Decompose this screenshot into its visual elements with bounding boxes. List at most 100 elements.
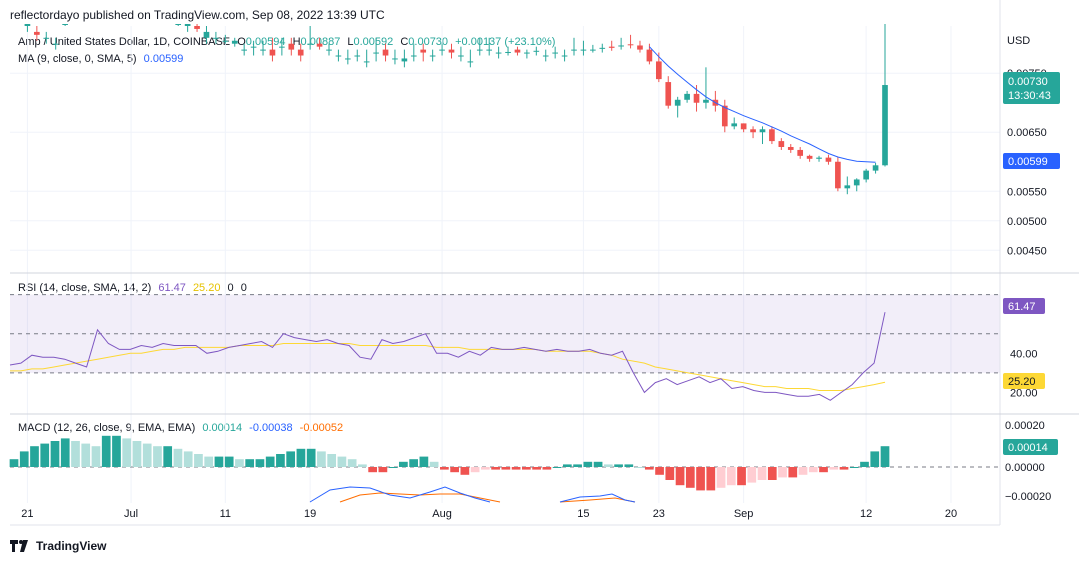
candle-body bbox=[420, 49, 427, 53]
macd-hist-bar bbox=[521, 467, 531, 470]
high-label: H bbox=[292, 36, 301, 48]
macd-hist-bar bbox=[358, 464, 367, 467]
candle-body bbox=[269, 49, 276, 56]
rsi-badge bbox=[1003, 298, 1045, 314]
macd-hist-bar bbox=[224, 456, 234, 467]
macd-hist-bar bbox=[122, 438, 132, 467]
candle-body bbox=[175, 24, 182, 25]
macd-hist-bar bbox=[30, 446, 39, 467]
candle-body bbox=[52, 43, 59, 45]
macd-hist-bar bbox=[214, 456, 224, 467]
macd-hist-bar bbox=[624, 464, 634, 467]
macd-label: MACD (12, 26, close, 9, EMA, EMA) bbox=[18, 422, 196, 434]
macd-hist-bar bbox=[573, 464, 582, 467]
macd-hist-bar bbox=[450, 467, 459, 473]
macd-hist-bar bbox=[737, 467, 746, 486]
macd-hist-bar bbox=[317, 451, 326, 467]
candle-body bbox=[307, 43, 313, 45]
macd-hist-bar bbox=[829, 467, 839, 470]
macd-hist-bar bbox=[388, 467, 398, 468]
candle-body bbox=[486, 49, 493, 51]
rsi-line bbox=[9, 312, 886, 401]
low-value: 0.00592 bbox=[353, 36, 394, 48]
macd-hist-bar bbox=[429, 461, 439, 467]
time-tick-label: 23 bbox=[653, 508, 665, 520]
macd-clip bbox=[0, 503, 1000, 525]
macd-hist-bar bbox=[767, 467, 777, 480]
ma-legend: MA (9, close, 0, SMA, 5) 0.00599 bbox=[18, 53, 187, 65]
price-tick-label: 0.00550 bbox=[1007, 186, 1047, 198]
macd-hist-bar bbox=[542, 467, 552, 470]
macd-hist-bar bbox=[798, 467, 808, 475]
macd-hist-bar bbox=[112, 435, 121, 467]
rsi-legend: RSI (14, close, SMA, 14, 2) 61.47 25.20 … bbox=[18, 282, 251, 294]
candle-body bbox=[467, 61, 474, 63]
macd-hist-bar bbox=[276, 454, 285, 467]
macd-hist-bar bbox=[819, 467, 828, 473]
macd-hist-bar bbox=[50, 441, 60, 467]
candle-body bbox=[514, 49, 521, 53]
macd-hist-bar bbox=[419, 456, 429, 467]
macd-hist-bar bbox=[60, 438, 70, 467]
price-badge-countdown: 13:30:43 bbox=[1008, 90, 1051, 102]
macd-hist-bar bbox=[368, 467, 378, 473]
close-value: 0.00730 bbox=[408, 36, 449, 48]
macd-hist-bar bbox=[757, 467, 767, 480]
candle-body bbox=[637, 45, 643, 50]
candle-body bbox=[835, 161, 841, 189]
symbol-label: Amp / United States Dollar, 1D, COINBASE bbox=[18, 36, 231, 48]
macd-hist-bar bbox=[101, 435, 111, 467]
candle-body bbox=[62, 24, 68, 25]
macd-hist-bar bbox=[470, 467, 480, 473]
candle-body bbox=[721, 105, 728, 127]
macd-hist-bar bbox=[675, 467, 685, 486]
candle-body bbox=[260, 49, 266, 51]
macd-hist-bar bbox=[562, 464, 572, 467]
candle-body bbox=[655, 61, 662, 80]
macd-hist-bar bbox=[532, 467, 541, 470]
candle-body bbox=[693, 93, 700, 103]
tradingview-logo: TradingView bbox=[10, 539, 106, 553]
macd-hist-bar bbox=[839, 467, 849, 470]
open-value: 0.00594 bbox=[245, 36, 286, 48]
rsi-badge-value: 61.47 bbox=[1008, 301, 1036, 313]
candle-body bbox=[599, 47, 606, 49]
macd-hist-bar bbox=[552, 467, 562, 468]
macd-hist-bar bbox=[491, 467, 500, 470]
macd-hist-bar bbox=[501, 467, 511, 470]
candle-body bbox=[213, 37, 219, 39]
rsi-ma-line bbox=[10, 343, 886, 391]
candle-body bbox=[316, 43, 323, 47]
candle-body bbox=[524, 52, 530, 54]
ma-line bbox=[649, 46, 876, 163]
macd-hist-bar bbox=[481, 467, 490, 470]
macd-hist-bar bbox=[40, 443, 50, 467]
macd-hist-bar bbox=[665, 467, 675, 480]
candle-body bbox=[844, 185, 851, 189]
candle-body bbox=[552, 52, 558, 54]
macd-hist-value: 0.00014 bbox=[202, 422, 243, 434]
macd-hist-bar bbox=[132, 441, 142, 467]
macd-hist-bar bbox=[81, 443, 91, 467]
price-tick-label: 0.00450 bbox=[1007, 245, 1047, 257]
candle-body bbox=[288, 43, 295, 50]
macd-hist-bar bbox=[603, 464, 613, 467]
candle-body bbox=[759, 129, 766, 133]
candle-body bbox=[279, 46, 285, 48]
macd-hist-bar bbox=[685, 467, 695, 488]
candle-body bbox=[580, 49, 587, 51]
tv-logo-icon bbox=[10, 540, 28, 552]
candle-body bbox=[345, 58, 351, 60]
candle-body bbox=[476, 49, 483, 51]
time-tick-label: Aug bbox=[432, 508, 452, 520]
macd-hist-bar bbox=[409, 459, 418, 467]
candle-body bbox=[363, 61, 370, 63]
macd-hist-bar bbox=[399, 461, 408, 467]
rsi-extra-2: 0 bbox=[240, 282, 247, 294]
candle-body bbox=[401, 58, 408, 62]
macd-tick-label: −0.00020 bbox=[1005, 491, 1051, 503]
candle-body bbox=[684, 93, 690, 100]
macd-hist-bar bbox=[347, 459, 357, 467]
macd-hist-bar bbox=[19, 451, 29, 467]
